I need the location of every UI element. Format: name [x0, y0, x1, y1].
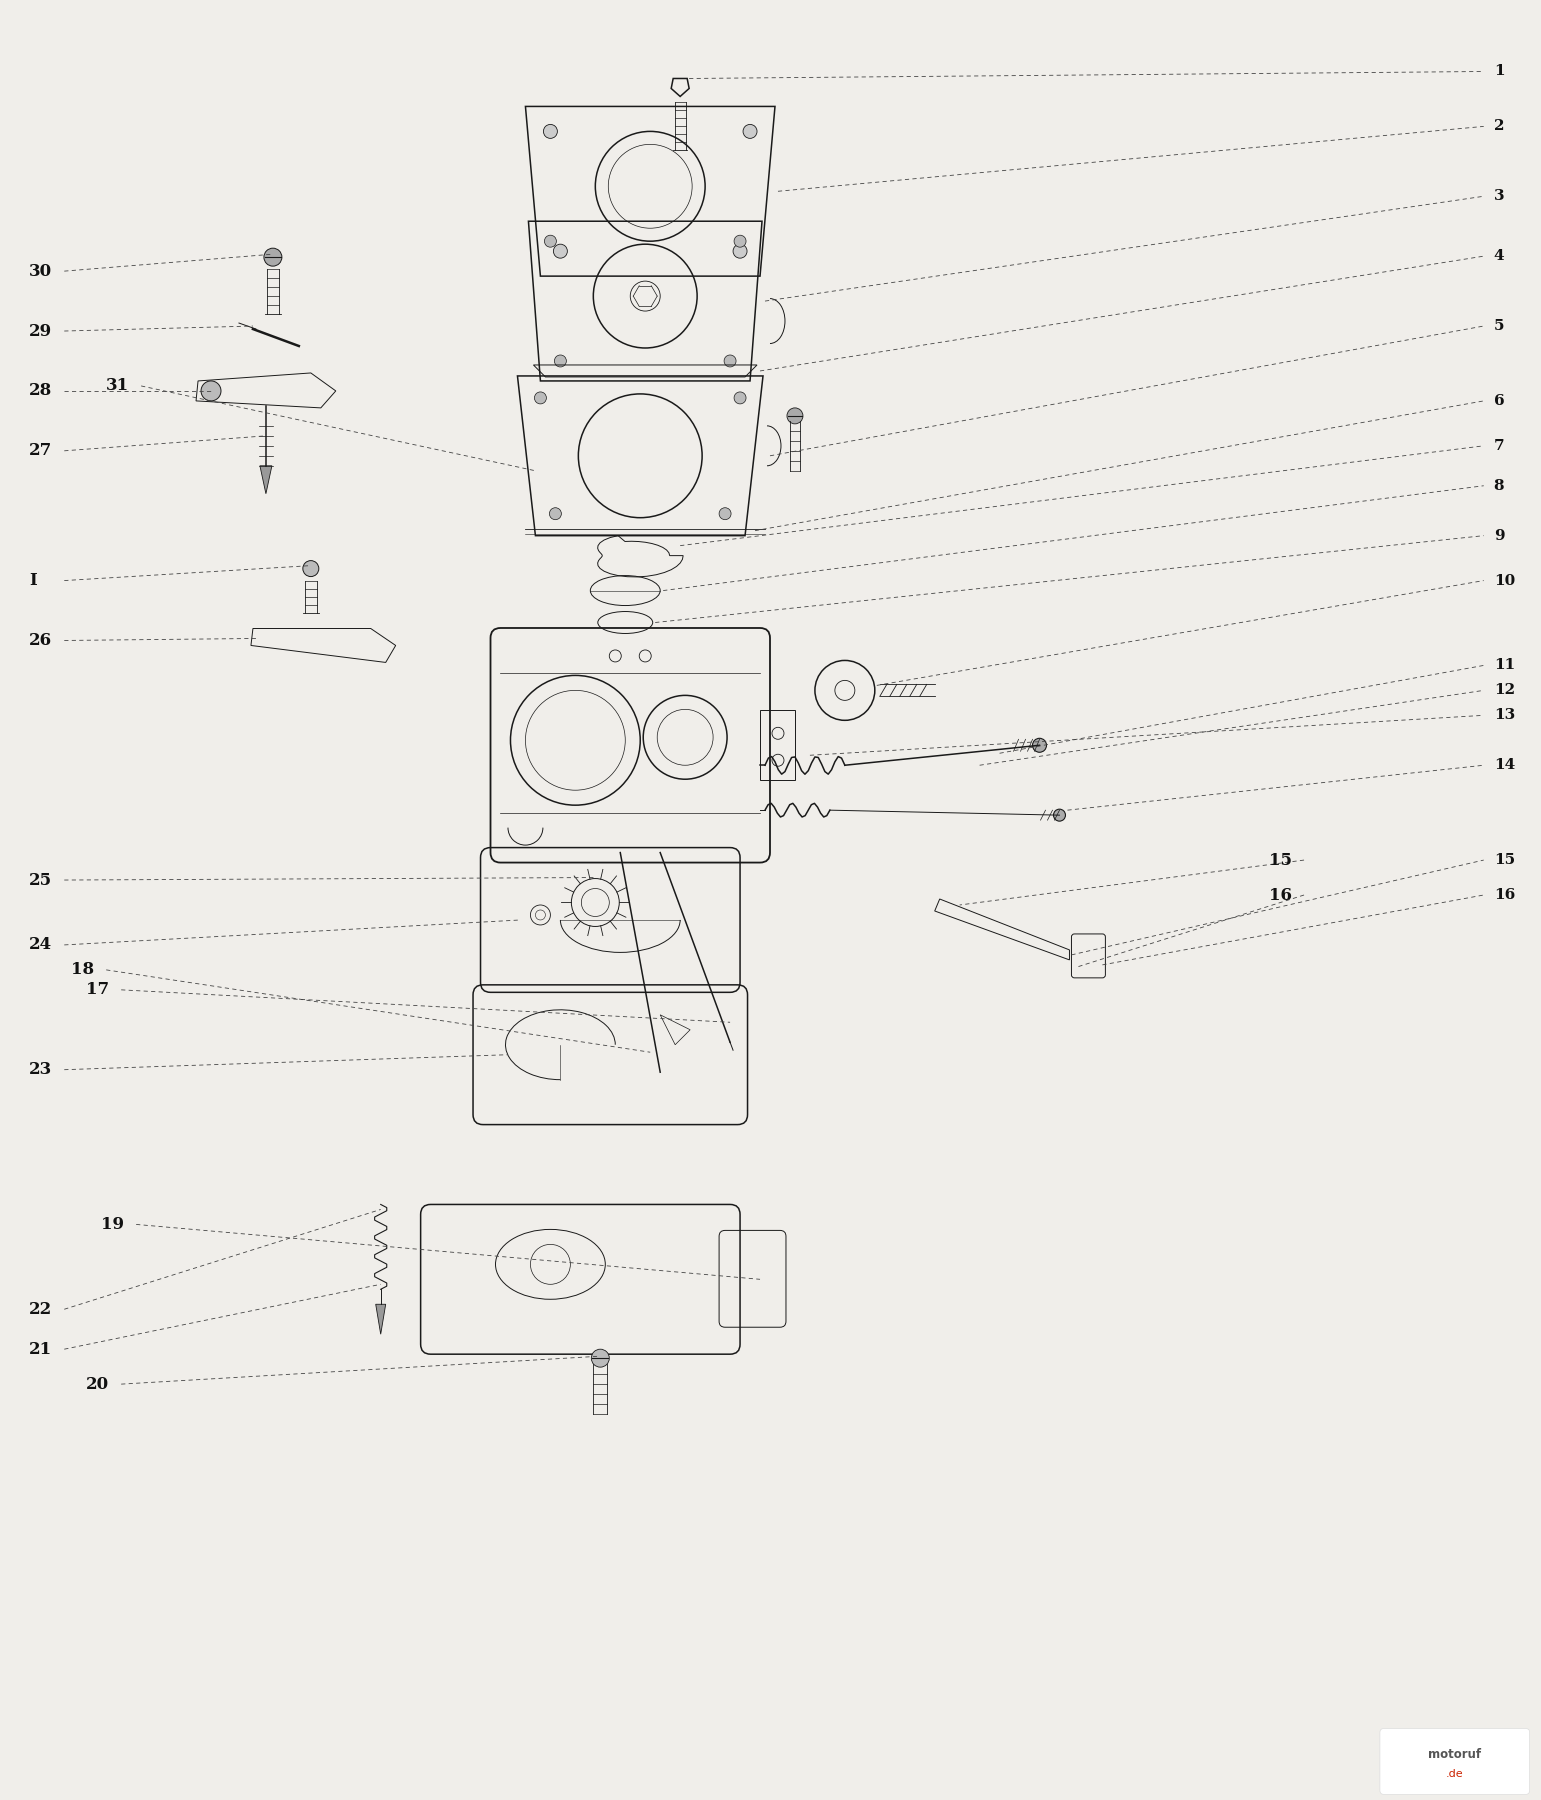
Text: 16: 16	[1493, 887, 1515, 902]
Text: 3: 3	[1493, 189, 1504, 203]
Text: 30: 30	[29, 263, 52, 279]
Text: 9: 9	[1493, 529, 1504, 542]
Text: 8: 8	[1493, 479, 1504, 493]
Text: 27: 27	[29, 443, 52, 459]
Text: 5: 5	[1493, 319, 1504, 333]
Circle shape	[304, 560, 319, 576]
Text: 4: 4	[1493, 248, 1504, 263]
Text: 12: 12	[1493, 684, 1515, 697]
Text: 29: 29	[29, 322, 52, 340]
Text: I: I	[29, 572, 37, 589]
Circle shape	[734, 236, 746, 247]
Circle shape	[264, 248, 282, 266]
Circle shape	[734, 245, 747, 257]
Text: 13: 13	[1493, 709, 1515, 722]
Text: 19: 19	[102, 1217, 125, 1233]
Circle shape	[734, 392, 746, 403]
Polygon shape	[376, 1305, 385, 1334]
Circle shape	[555, 355, 567, 367]
Text: 15: 15	[1493, 853, 1515, 868]
Text: 24: 24	[29, 936, 52, 954]
Text: 25: 25	[29, 871, 52, 889]
Circle shape	[1032, 738, 1046, 752]
Circle shape	[553, 245, 567, 257]
Text: motoruf: motoruf	[1429, 1748, 1481, 1760]
Text: 21: 21	[29, 1341, 52, 1357]
Text: 22: 22	[29, 1301, 52, 1318]
Circle shape	[720, 508, 730, 520]
Text: 18: 18	[71, 961, 94, 979]
Circle shape	[200, 382, 220, 401]
FancyBboxPatch shape	[1379, 1728, 1530, 1795]
Text: 17: 17	[86, 981, 109, 999]
Circle shape	[550, 508, 561, 520]
Text: 26: 26	[29, 632, 52, 650]
Circle shape	[535, 392, 547, 403]
Polygon shape	[260, 466, 271, 493]
Circle shape	[544, 236, 556, 247]
Text: 31: 31	[106, 378, 129, 394]
Circle shape	[544, 124, 558, 139]
Text: 28: 28	[29, 382, 52, 400]
Text: 23: 23	[29, 1062, 52, 1078]
Circle shape	[743, 124, 757, 139]
Circle shape	[1054, 810, 1065, 821]
Text: 20: 20	[86, 1375, 109, 1393]
Text: 14: 14	[1493, 758, 1515, 772]
Text: 7: 7	[1493, 439, 1504, 454]
Text: 6: 6	[1493, 394, 1504, 409]
Text: 1: 1	[1493, 65, 1504, 79]
Text: 16: 16	[1270, 887, 1291, 904]
Circle shape	[592, 1350, 609, 1368]
Text: .de: .de	[1445, 1769, 1464, 1780]
Text: 10: 10	[1493, 574, 1515, 587]
Circle shape	[787, 409, 803, 423]
Circle shape	[724, 355, 737, 367]
Text: 2: 2	[1493, 119, 1504, 133]
Text: 11: 11	[1493, 659, 1515, 673]
Text: 15: 15	[1270, 851, 1291, 869]
